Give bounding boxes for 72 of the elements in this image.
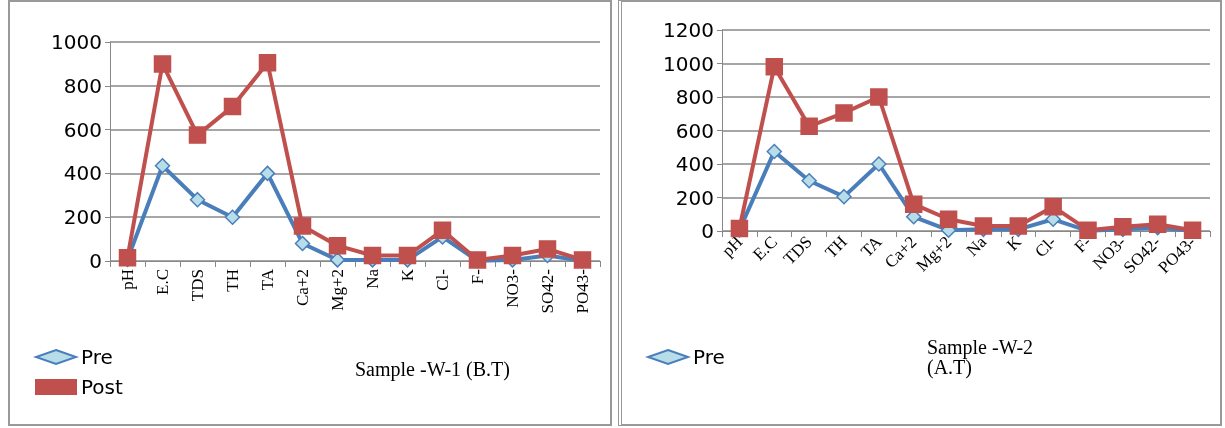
point [835, 104, 853, 122]
point [765, 58, 784, 76]
point [538, 240, 557, 258]
point [188, 126, 207, 144]
point [363, 246, 382, 265]
y-tick-label: 0 [701, 219, 714, 243]
x-tick-label: F- [1070, 232, 1095, 257]
x-tick-label: Mg+2 [328, 269, 347, 311]
x-tick-label: TA [258, 268, 277, 291]
x-tick-label: SO42- [538, 268, 557, 314]
point [800, 117, 818, 136]
point [433, 221, 452, 240]
point [294, 235, 311, 252]
point [766, 143, 783, 160]
legend-label: Post [81, 375, 123, 399]
y-tick-label: 0 [89, 249, 102, 273]
point [801, 173, 817, 189]
x-tick-label: TA [857, 231, 887, 261]
x-tick-label: F- [468, 268, 487, 285]
point [328, 236, 347, 255]
point [503, 246, 522, 265]
x-tick-label: pH [718, 232, 747, 261]
x-tick-label: K [398, 268, 417, 282]
point [223, 97, 242, 116]
y-tick-label: 400 [63, 161, 102, 186]
x-tick-label: Na [363, 268, 382, 289]
y-tick-label: 800 [675, 85, 714, 109]
point [836, 188, 852, 205]
x-tick-label: NO3- [503, 268, 522, 308]
x-tick-label: PO43- [573, 268, 592, 314]
point [259, 165, 276, 182]
x-tick-label: TH [821, 232, 851, 262]
x-tick-label: Cl- [1031, 232, 1061, 262]
x-tick-label: Na [962, 231, 991, 260]
point [871, 156, 887, 172]
y-tick-label: 200 [63, 205, 102, 230]
x-tick-label: TDS [188, 269, 207, 302]
legend-label: Pre [693, 345, 725, 369]
x-tick-label: K [1002, 231, 1026, 255]
y-tick-label: 800 [63, 73, 102, 98]
x-tick-label: Ca+2 [293, 269, 312, 306]
y-tick-label: 1200 [663, 18, 714, 42]
point [1009, 217, 1028, 235]
y-tick-label: 400 [675, 152, 714, 176]
y-tick-label: 1000 [51, 30, 102, 54]
point [154, 157, 171, 174]
y-tick-label: 200 [675, 185, 714, 210]
point [904, 195, 923, 213]
y-tick-label: 600 [63, 117, 102, 142]
x-tick-label: E.C [153, 269, 172, 295]
point [1148, 215, 1167, 234]
x-tick-label: pH [118, 269, 137, 290]
text: Sample -W-2 (A.T) [927, 336, 1039, 379]
point [974, 217, 993, 235]
y-tick-label: 600 [675, 118, 714, 143]
point [939, 210, 958, 229]
point [329, 252, 346, 268]
point [870, 88, 888, 106]
legend-label: Pre [81, 345, 113, 369]
point [153, 55, 172, 73]
point [224, 209, 241, 225]
point [189, 191, 206, 208]
y-tick-label: 1000 [663, 51, 714, 76]
x-tick-label: E.C [749, 232, 781, 265]
x-tick-label: TH [223, 269, 242, 292]
text: Sample -W-1 (B.T) [355, 358, 510, 381]
point [293, 217, 312, 235]
x-tick-label: Cl- [433, 268, 452, 291]
point [1044, 197, 1062, 216]
x-tick-label: TDS [779, 232, 816, 269]
point [398, 246, 417, 265]
point [258, 54, 277, 72]
